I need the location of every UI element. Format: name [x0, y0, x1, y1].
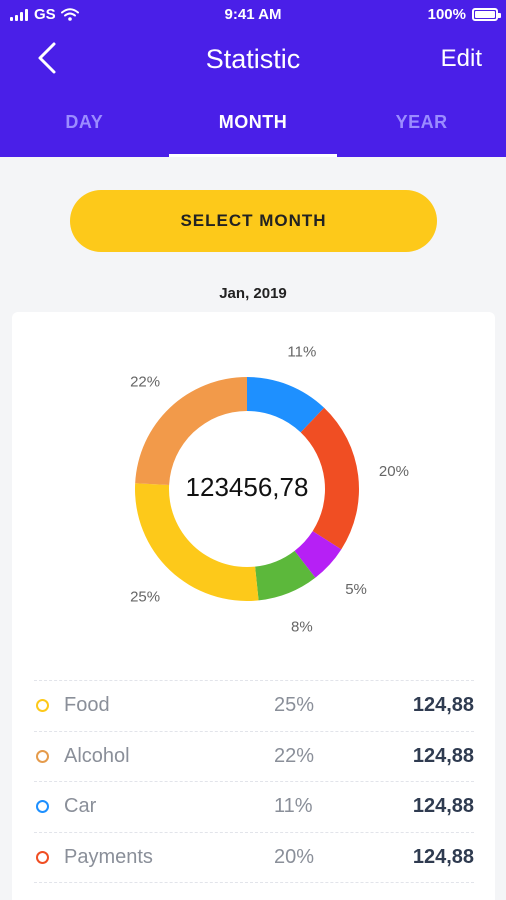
category-percent: 11%	[274, 795, 313, 818]
slice-percent-label: 22%	[130, 374, 160, 391]
select-month-button[interactable]: SELECT MONTH	[70, 190, 437, 252]
category-percent: 20%	[274, 845, 315, 868]
period-tabs: DAY MONTH YEAR	[0, 100, 506, 157]
category-amount: 124,88	[412, 845, 474, 868]
slice-percent-label: 5%	[345, 581, 367, 598]
list-item[interactable]: Food 25% 124,88	[34, 680, 474, 731]
wifi-icon	[60, 8, 79, 21]
tab-month[interactable]: MONTH	[168, 100, 338, 157]
tab-year[interactable]: YEAR	[395, 112, 448, 132]
slice-percent-label: 11%	[287, 344, 316, 361]
chart-slice	[255, 550, 316, 601]
category-color-dot	[36, 800, 49, 814]
category-list: Food 25% 124,88 Alcohol 22% 124,88 Car 1…	[34, 680, 474, 900]
back-arrow-icon[interactable]	[30, 40, 66, 76]
slice-percent-label: 8%	[291, 618, 313, 635]
battery-icon	[472, 8, 501, 21]
chart-slice	[135, 377, 247, 485]
list-item[interactable]: Alcohol 22% 124,88	[34, 730, 474, 782]
app-header: GS 9:41 AM 100% Statistic Edit DAY MONTH…	[0, 0, 506, 157]
category-color-dot	[36, 699, 49, 713]
category-percent: 22%	[274, 744, 315, 767]
clock: 9:41 AM	[224, 6, 282, 23]
battery-percent: 100%	[427, 6, 466, 23]
chart-slice	[247, 377, 325, 433]
category-name: Alcohol	[64, 744, 130, 767]
list-item[interactable]	[34, 882, 474, 900]
chart-slice	[294, 531, 342, 578]
page-title: Statistic	[205, 44, 301, 74]
status-left: GS	[10, 6, 79, 23]
category-name: Car	[64, 795, 97, 818]
slice-percent-label: 25%	[130, 588, 160, 605]
status-right: 100%	[427, 6, 501, 23]
statistics-card: 11% 20% 5% 8% 25% 22% 123456,78 Food 25% 124,…	[12, 312, 495, 900]
total-amount: 123456,78	[185, 472, 309, 502]
donut-chart: 11% 20% 5% 8% 25% 22%	[130, 344, 409, 636]
chart-slice	[134, 483, 259, 601]
signal-icon	[10, 8, 28, 21]
list-item[interactable]: Car 11% 124,88	[34, 781, 474, 832]
category-percent: 25%	[274, 694, 315, 717]
category-name: Payments	[64, 845, 153, 868]
edit-button[interactable]: Edit	[440, 45, 482, 72]
chart-slice	[300, 407, 360, 550]
slice-percent-label: 20%	[379, 463, 409, 480]
category-amount: 124,88	[412, 744, 474, 767]
carrier-label: GS	[34, 6, 56, 23]
category-color-dot	[36, 850, 49, 864]
navigation-bar: Statistic Edit	[0, 30, 506, 88]
status-bar: GS 9:41 AM 100%	[0, 0, 506, 30]
selected-period: Jan, 2019	[219, 285, 287, 302]
category-name: Food	[64, 694, 110, 717]
category-amount: 124,88	[412, 795, 474, 818]
tab-day[interactable]: DAY	[65, 112, 104, 132]
category-amount: 124,88	[412, 694, 474, 717]
category-color-dot	[36, 749, 49, 763]
list-item[interactable]: Payments 20% 124,88	[34, 831, 474, 883]
